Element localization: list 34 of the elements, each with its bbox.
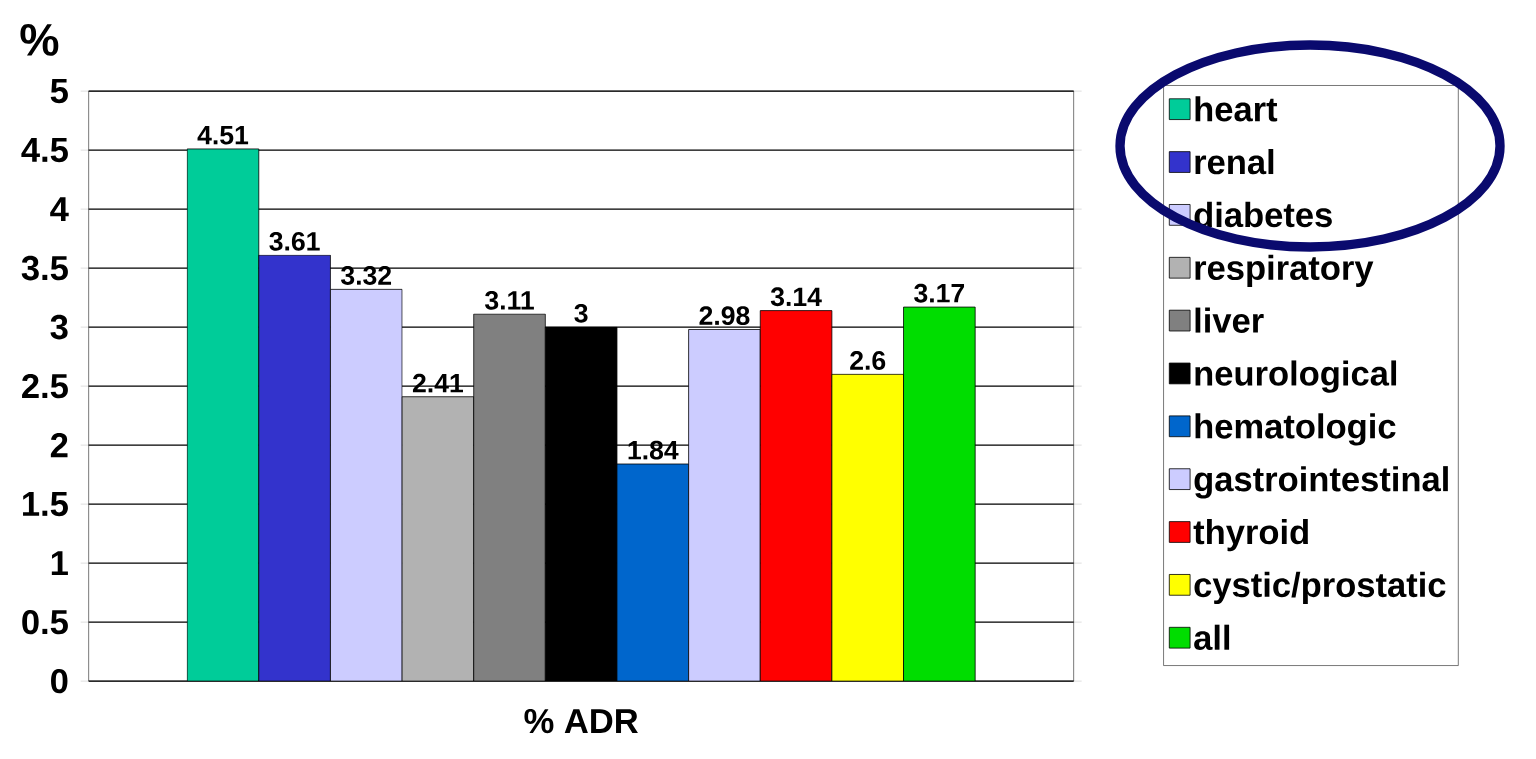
data-label: 3.61	[269, 231, 320, 251]
y-tick-label: 1.5	[23, 492, 68, 517]
legend-label: cystic/prostatic	[1194, 571, 1446, 605]
legend-label: gastrointestinal	[1194, 466, 1448, 499]
data-label: 3	[574, 303, 588, 323]
data-label: 3.11	[485, 290, 534, 310]
y-axis-title: %	[20, 23, 59, 56]
legend-label: neurological	[1195, 360, 1397, 393]
y-tick-label: 1	[51, 551, 68, 575]
x-tick-label: % ADR	[524, 708, 638, 734]
y-tick-label: 4	[50, 197, 69, 221]
data-label: 4.51	[197, 126, 249, 145]
data-label: 3.32	[341, 266, 392, 285]
legend-label: liver	[1195, 307, 1264, 333]
y-tick-label: 2	[50, 433, 68, 458]
data-label: 1.84	[628, 440, 679, 460]
y-tick-label: 4.5	[21, 138, 68, 163]
data-label: 3.14	[770, 287, 822, 307]
y-tick-label: 3.5	[21, 255, 68, 281]
legend-label: thyroid	[1193, 518, 1308, 552]
y-tick-label: 0	[51, 668, 68, 694]
legend-label: diabetes	[1194, 201, 1332, 228]
legend-label: hematologic	[1195, 413, 1396, 446]
legend-label: all	[1194, 624, 1230, 651]
data-label: 2.6	[850, 351, 886, 370]
y-tick-label: 2.5	[22, 373, 68, 399]
y-tick-label: 5	[50, 79, 68, 104]
y-tick-label: 0.5	[22, 609, 68, 635]
legend-label: renal	[1195, 149, 1274, 175]
y-tick-label: 3	[50, 314, 68, 340]
legend-label: respiratory	[1195, 254, 1374, 287]
data-label: 2.98	[699, 306, 750, 326]
legend-label: heart	[1195, 96, 1278, 122]
data-label: 3.17	[914, 283, 965, 303]
